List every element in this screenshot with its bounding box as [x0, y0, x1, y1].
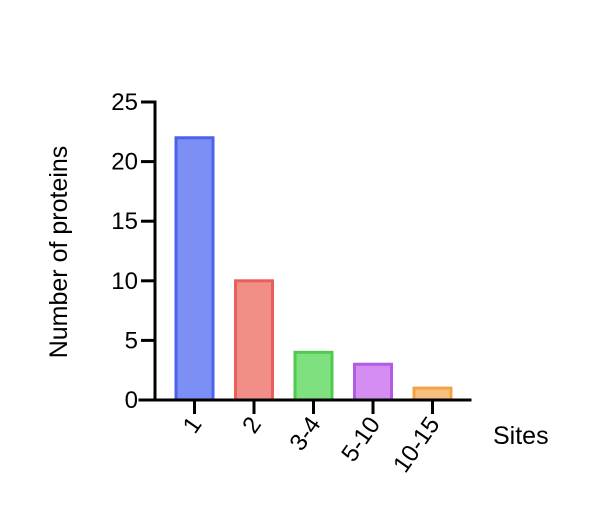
x-axis-title: Sites [493, 422, 549, 450]
bar-5-10 [353, 362, 393, 402]
x-axis-ticks: 1 2 3-4 5-10 10-15 [178, 400, 445, 478]
bar-10-15 [412, 386, 453, 402]
y-tick-label: 10 [111, 268, 138, 295]
bar-3-4 [293, 350, 334, 402]
y-tick-label: 25 [111, 89, 138, 116]
y-axis-title: Number of proteins [45, 146, 73, 359]
x-tick-label: 5-10 [336, 412, 386, 467]
x-tick-label: 3-4 [284, 412, 326, 456]
y-axis-ticks: 0 5 10 15 20 25 [111, 89, 155, 414]
x-tick-label: 2 [237, 412, 267, 438]
x-tick-label: 1 [178, 412, 208, 438]
y-tick-label: 20 [111, 149, 138, 176]
y-tick-label: 5 [125, 327, 138, 354]
y-tick-label: 0 [125, 387, 138, 414]
x-tick-label: 10-15 [388, 412, 445, 478]
bars-group [174, 136, 453, 402]
bar-1 [174, 136, 215, 402]
y-tick-label: 15 [111, 208, 138, 235]
bar-2 [234, 279, 274, 402]
